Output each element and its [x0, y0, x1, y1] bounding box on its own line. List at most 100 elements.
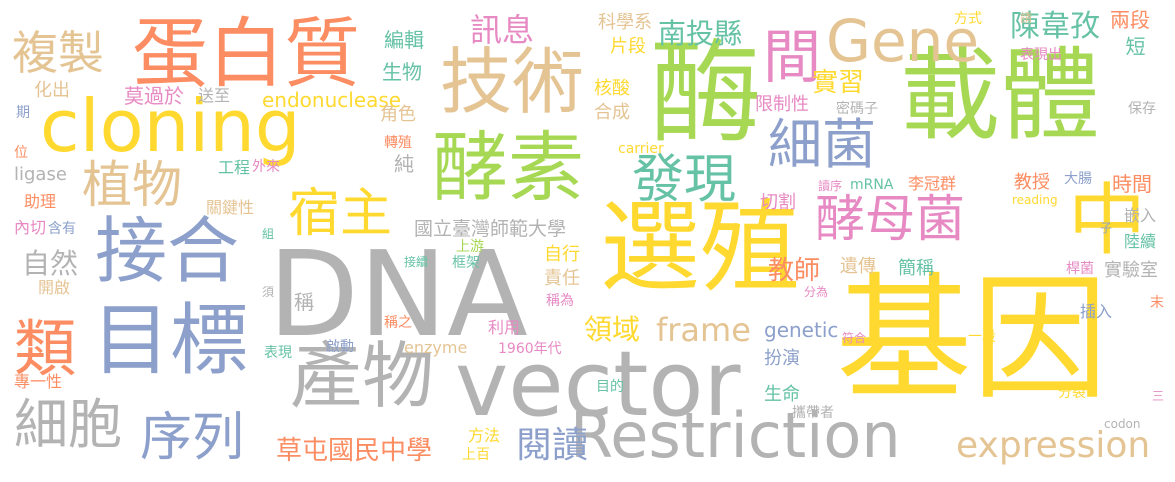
- word-shixi: 實習: [812, 68, 865, 98]
- word-vector: vector: [455, 332, 741, 437]
- word-kuangjia: 框架: [452, 255, 480, 271]
- word-jiehe: 接合: [95, 209, 240, 293]
- word-mokeguoyu: 莫過於: [124, 84, 184, 108]
- word-fuzhi: 複製: [12, 26, 104, 80]
- word-chun: 純: [394, 152, 414, 176]
- word-fenlie: 分裂: [1058, 385, 1086, 401]
- word-chazhi: 插入: [1080, 302, 1113, 321]
- word-suzhu: 宿主: [288, 184, 393, 244]
- word-codon: codon: [1104, 417, 1141, 431]
- word-xu: 須: [262, 285, 275, 299]
- word-xiedaizhe: 攜帶者: [792, 405, 834, 421]
- word-yichuan: 遺傳: [840, 256, 876, 277]
- word-mei: 酶: [650, 29, 762, 159]
- word-wei: 位: [14, 145, 28, 161]
- word-zhuanzhi: 轉殖: [384, 135, 412, 151]
- word-jiancheng: 簡稱: [898, 258, 934, 279]
- word-jiaose: 角色: [380, 104, 416, 125]
- word-chengzhi: 稱之: [384, 315, 412, 331]
- word-mubiao: 目標: [92, 296, 249, 386]
- word-frame: frame: [656, 311, 751, 349]
- word-zi: 子: [1100, 221, 1113, 235]
- word-jiaomujun: 酵母菌: [815, 190, 965, 248]
- word-duxu: 讀序: [818, 179, 843, 193]
- word-lei: 類: [14, 312, 77, 385]
- word-endonuclease: endonuclease: [262, 88, 402, 112]
- word-reading: reading: [1012, 193, 1058, 207]
- word-shengwu: 生物: [382, 60, 422, 84]
- word-1960: 1960年代: [498, 341, 562, 357]
- word-lingyu: 領域: [584, 313, 641, 346]
- word-hesuan: 核酸: [594, 78, 630, 99]
- word-zhiwu: 植物: [82, 156, 182, 214]
- word-cheng: 稱: [294, 290, 314, 314]
- word-guoli: 國立臺灣師範大學: [414, 218, 567, 240]
- word-shanggu: 上百: [462, 447, 490, 463]
- word-zhong: 中: [1068, 176, 1147, 266]
- word-faxian: 發現: [632, 150, 737, 210]
- word-liguanqun: 李冠群: [908, 174, 957, 193]
- word-jishu: 技術: [440, 40, 585, 124]
- word-genetic: genetic: [764, 318, 839, 342]
- word-cloning: cloning: [40, 84, 301, 168]
- word-shengming: 生命: [764, 384, 800, 405]
- word-biaoxian: 表現: [264, 345, 292, 361]
- word-jiaoshou: 教授: [1014, 172, 1050, 193]
- word-liyong: 利用: [488, 318, 521, 337]
- word-banyan: 扮演: [764, 348, 800, 369]
- word-ligase: ligase: [14, 164, 67, 185]
- word-guanjianxing: 關鍵性: [206, 198, 255, 217]
- word-mudi: 目的: [596, 379, 624, 395]
- word-shangyou: 上游: [456, 239, 484, 255]
- word-zhuli: 助理: [24, 192, 57, 211]
- word-gene: Gene: [826, 7, 980, 75]
- word-jiaoshi: 教師: [768, 256, 821, 286]
- word-zeren: 責任: [544, 268, 580, 289]
- word-xunxi: 訊息: [470, 11, 535, 49]
- word-shiyanshi: 實驗室: [1104, 260, 1158, 281]
- word-liangduan: 兩段: [1110, 8, 1150, 32]
- word-zixing: 自行: [544, 244, 580, 265]
- word-songzhi: 送至: [198, 86, 231, 105]
- word-xulie: 序列: [140, 408, 245, 468]
- word-nantouxian: 南投縣: [658, 17, 743, 50]
- word-chengwei: 稱為: [546, 293, 574, 309]
- word-fangfa: 方法: [468, 426, 501, 445]
- word-xibao: 細胞: [14, 393, 122, 456]
- word-ziran: 自然: [22, 247, 79, 280]
- word-qianru: 嵌入: [1124, 206, 1157, 225]
- word-xianzhixing: 限制性: [755, 94, 809, 115]
- word-expression: expression: [956, 425, 1151, 466]
- word-chanwu: 產物: [290, 334, 435, 418]
- word-danbaizhi: 蛋白質: [132, 9, 360, 98]
- word-biaoxianchu: 表現出: [1020, 47, 1062, 63]
- word-mrna: mRNA: [850, 177, 894, 193]
- word-xijun: 細菌: [768, 113, 876, 176]
- word-shijian: 時間: [1112, 172, 1152, 196]
- word-luxu: 陸續: [1124, 232, 1157, 251]
- word-qi: 期: [16, 105, 30, 121]
- word-wailai: 外來: [252, 159, 280, 175]
- word-qidong: 啟動: [326, 339, 354, 355]
- word-neiqie: 內切: [14, 218, 47, 237]
- word-yuedu: 閱讀: [516, 425, 589, 466]
- word-pianduan: 片段: [610, 36, 646, 57]
- word-jian: 間: [763, 23, 822, 91]
- word-xuanzhi: 選殖: [600, 189, 800, 306]
- word-hanyou: 含有: [48, 221, 76, 237]
- word-dachang: 大腸: [1064, 171, 1092, 187]
- word-fenwei: 分為: [804, 285, 829, 299]
- word-qing: 請: [1020, 11, 1033, 25]
- word-meisu: 酵素: [432, 123, 584, 212]
- word-fangshi: 方式: [954, 11, 982, 27]
- word-caotun: 草屯國民中學: [276, 436, 433, 466]
- word-restriction: Restriction: [570, 399, 901, 472]
- word-carrier: carrier: [618, 141, 664, 157]
- word-jiexu: 接續: [404, 255, 429, 269]
- word-kaiqi: 開啟: [38, 278, 71, 297]
- word-zhuanyi: 專一性: [14, 372, 63, 391]
- word-baocun: 保存: [1128, 101, 1156, 117]
- word-duan: 短: [1122, 36, 1146, 56]
- word-mimazi: 密碼子: [836, 101, 878, 117]
